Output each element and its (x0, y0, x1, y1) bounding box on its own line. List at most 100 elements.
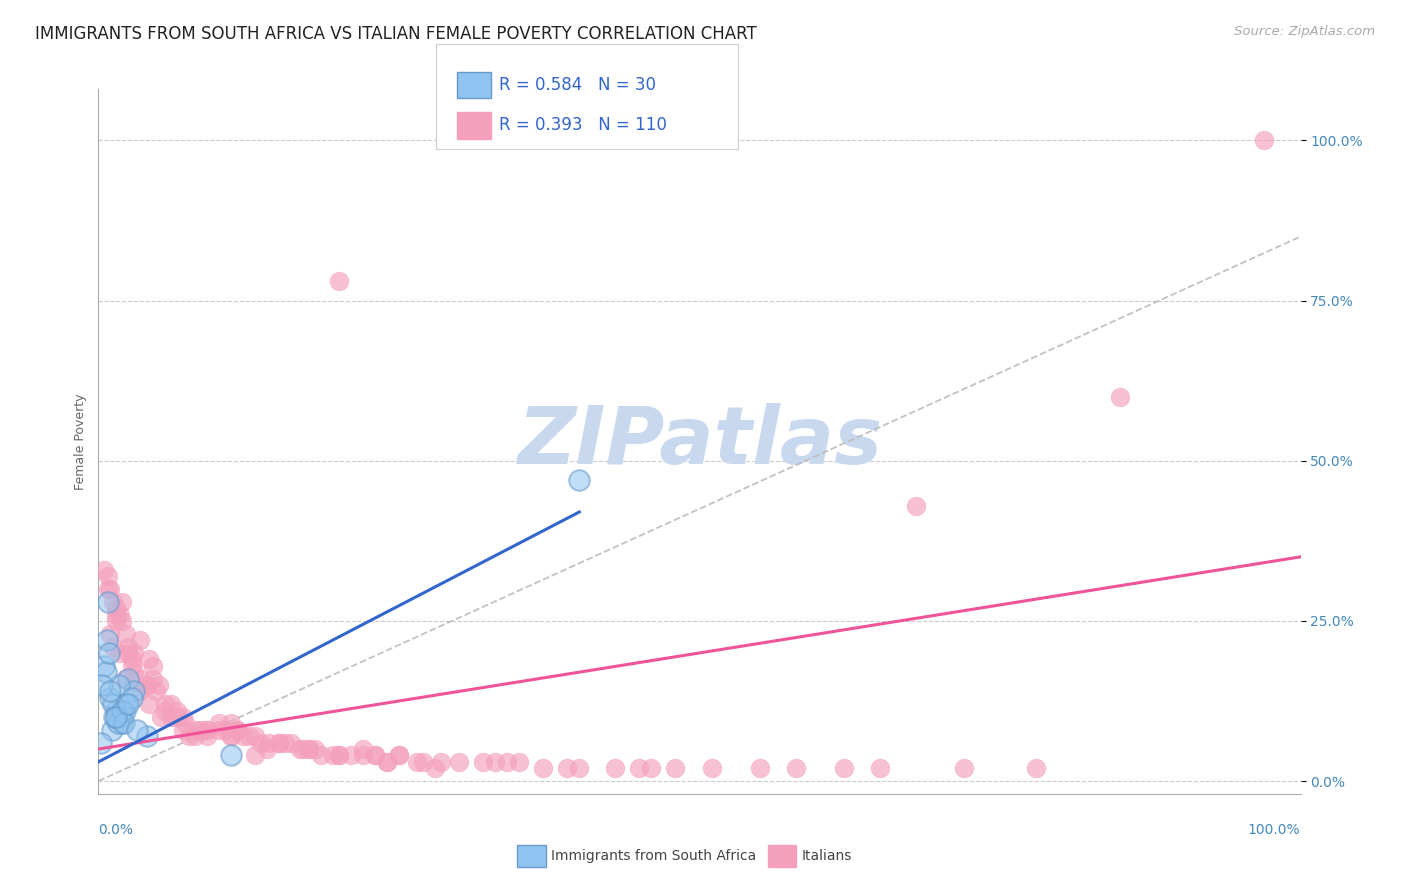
Point (291, 742, 314, 756)
Point (195, 729, 218, 743)
Point (568, 761, 591, 775)
Point (97, 582, 120, 596)
Point (700, 761, 723, 775)
Point (340, 748, 363, 763)
Point (159, 697, 181, 711)
Point (125, 723, 148, 737)
Point (531, 761, 554, 775)
Point (108, 607, 131, 622)
Point (1109, 390, 1132, 404)
Point (90, 736, 112, 750)
Text: ZIPatlas: ZIPatlas (517, 402, 882, 481)
Point (953, 761, 976, 775)
Point (484, 755, 506, 769)
Text: Italians: Italians (801, 849, 852, 863)
Point (256, 742, 278, 756)
Point (111, 595, 134, 609)
Point (375, 755, 398, 769)
Point (145, 684, 167, 698)
Point (166, 710, 188, 724)
Point (328, 748, 350, 763)
Point (172, 710, 194, 724)
Point (214, 723, 236, 737)
Point (124, 646, 146, 660)
Point (108, 678, 131, 692)
Point (364, 748, 387, 763)
Point (105, 710, 128, 724)
Point (121, 658, 143, 673)
Point (100, 690, 122, 705)
Point (225, 723, 247, 737)
Text: 0.0%: 0.0% (98, 823, 134, 837)
Point (1253, 133, 1275, 147)
Point (93, 658, 115, 673)
Y-axis label: Female Poverty: Female Poverty (75, 393, 87, 490)
Point (121, 690, 143, 705)
Text: R = 0.393   N = 110: R = 0.393 N = 110 (499, 116, 666, 135)
Point (508, 755, 530, 769)
Point (138, 652, 160, 666)
Point (111, 704, 134, 718)
Point (496, 755, 519, 769)
Text: IMMIGRANTS FROM SOUTH AFRICA VS ITALIAN FEMALE POVERTY CORRELATION CHART: IMMIGRANTS FROM SOUTH AFRICA VS ITALIAN … (35, 25, 756, 43)
Point (174, 716, 197, 731)
Point (280, 736, 302, 750)
Point (406, 755, 429, 769)
Point (172, 723, 194, 737)
Point (117, 672, 139, 686)
Point (108, 710, 131, 724)
Point (108, 646, 131, 660)
Point (423, 761, 446, 775)
Point (238, 729, 260, 743)
Point (177, 729, 200, 743)
Point (141, 658, 163, 673)
Point (290, 742, 312, 756)
Point (186, 723, 208, 737)
Point (219, 748, 242, 763)
Point (322, 748, 344, 763)
Point (274, 736, 297, 750)
Point (309, 748, 332, 763)
Point (111, 614, 134, 628)
Point (91, 678, 114, 692)
Point (568, 473, 591, 487)
Point (117, 697, 139, 711)
Point (628, 761, 651, 775)
Point (219, 729, 242, 743)
Text: Immigrants from South Africa: Immigrants from South Africa (551, 849, 756, 863)
Point (1025, 761, 1047, 775)
Point (388, 748, 411, 763)
Point (138, 697, 160, 711)
Point (153, 704, 176, 718)
Point (114, 672, 136, 686)
Point (141, 672, 163, 686)
Point (115, 697, 138, 711)
Point (832, 761, 855, 775)
Point (640, 761, 662, 775)
Point (243, 748, 266, 763)
Text: Source: ZipAtlas.com: Source: ZipAtlas.com (1234, 25, 1375, 38)
Point (124, 684, 146, 698)
Point (124, 665, 146, 680)
Point (328, 274, 350, 288)
Point (472, 755, 495, 769)
Point (117, 646, 139, 660)
Point (328, 748, 350, 763)
Point (555, 761, 578, 775)
Point (869, 761, 891, 775)
Point (225, 723, 247, 737)
Point (105, 607, 128, 622)
Point (101, 640, 124, 654)
Point (195, 723, 218, 737)
Point (105, 704, 128, 718)
Point (101, 595, 124, 609)
Point (249, 736, 271, 750)
Point (267, 736, 290, 750)
Point (304, 742, 326, 756)
Point (375, 755, 398, 769)
Point (100, 582, 122, 596)
Point (159, 710, 181, 724)
Point (97, 595, 120, 609)
Point (100, 626, 122, 640)
Point (243, 729, 266, 743)
